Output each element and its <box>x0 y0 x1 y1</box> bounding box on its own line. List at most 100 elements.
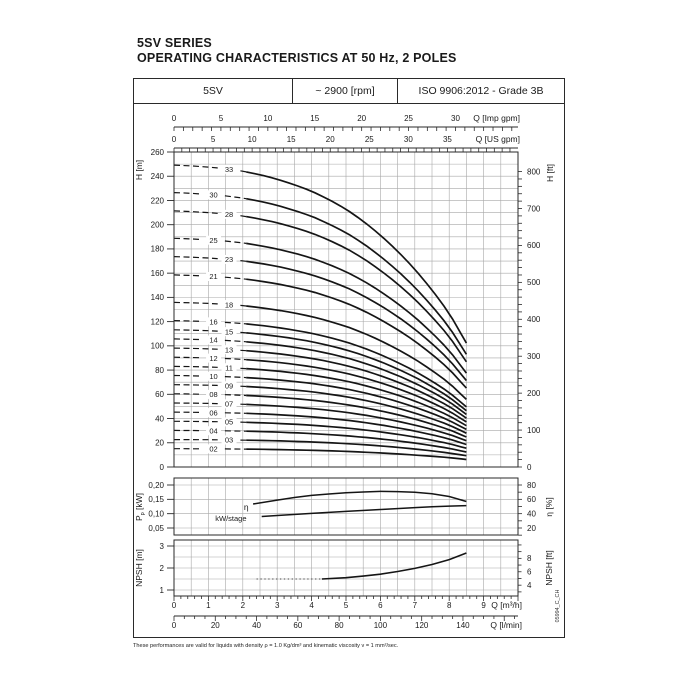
svg-text:500: 500 <box>527 278 541 287</box>
head-y-right: 0 100 200 300 400 500 600 700 800 H [ft] <box>518 164 555 472</box>
head-y-left: 0 20 40 60 80 100 120 140 160 180 200 220 240 260 H [m… <box>134 148 174 472</box>
svg-text:30: 30 <box>451 114 460 123</box>
svg-text:H [m]: H [m] <box>134 160 144 180</box>
svg-text:300: 300 <box>527 352 541 361</box>
stage-curve-11: 11 <box>173 363 467 427</box>
stage-curve-02: 02 <box>174 444 467 461</box>
svg-text:100: 100 <box>374 621 388 630</box>
svg-text:60: 60 <box>527 495 536 504</box>
svg-text:200: 200 <box>527 389 541 398</box>
svg-text:0: 0 <box>172 135 177 144</box>
svg-text:15: 15 <box>287 135 296 144</box>
svg-text:05: 05 <box>225 418 233 427</box>
pump-speed: ~ 2900 [rpm] <box>293 79 398 103</box>
title-block: 5SV SERIES OPERATING CHARACTERISTICS AT … <box>137 36 457 66</box>
svg-text:240: 240 <box>151 172 165 181</box>
svg-text:0: 0 <box>172 601 177 610</box>
svg-text:30: 30 <box>404 135 413 144</box>
document-code: 05994_C_CH <box>554 589 560 623</box>
svg-text:0,10: 0,10 <box>148 509 164 518</box>
svg-text:8: 8 <box>447 601 452 610</box>
footnote: These performances are valid for liquids… <box>133 642 399 649</box>
svg-text:10: 10 <box>263 114 272 123</box>
npsh-curves <box>256 552 467 580</box>
svg-text:08: 08 <box>209 390 217 399</box>
stage-curve-30: 30 <box>173 190 468 355</box>
stage-curve-04: 04 <box>173 426 467 453</box>
top-flow-axes: 0 5 10 15 20 25 30 Q [Imp gpm] 0 5 10 15 20 25 30 35 Q [… <box>172 113 520 152</box>
svg-text:700: 700 <box>527 204 541 213</box>
stage-curve-15: 15 <box>173 327 467 412</box>
svg-text:4: 4 <box>309 601 314 610</box>
svg-text:400: 400 <box>527 315 541 324</box>
svg-text:180: 180 <box>151 245 165 254</box>
svg-text:0: 0 <box>172 621 177 630</box>
svg-text:15: 15 <box>225 327 233 336</box>
svg-text:06: 06 <box>209 408 217 417</box>
svg-text:kW/stage: kW/stage <box>215 514 246 523</box>
npsh-y-right: 4 6 8 NPSH [ft] <box>518 544 554 593</box>
stage-curve-21: 21 <box>173 271 468 389</box>
svg-text:20: 20 <box>527 524 536 533</box>
svg-text:20: 20 <box>211 621 220 630</box>
svg-text:25: 25 <box>365 135 374 144</box>
pump-model: 5SV <box>134 79 293 103</box>
stage-curve-14: 14 <box>173 335 467 416</box>
stage-curve-07: 07 <box>173 399 467 442</box>
svg-text:Q [Imp gpm]: Q [Imp gpm] <box>473 113 520 123</box>
svg-text:NPSH [ft]: NPSH [ft] <box>544 550 554 585</box>
stage-curve-05: 05 <box>174 417 467 450</box>
stage-curve-18: 18 <box>173 300 467 401</box>
svg-text:30: 30 <box>209 191 217 200</box>
stage-curve-28: 28 <box>173 209 468 363</box>
svg-text:03: 03 <box>225 436 233 445</box>
svg-text:11: 11 <box>225 363 233 372</box>
svg-text:120: 120 <box>415 621 429 630</box>
svg-text:140: 140 <box>151 293 165 302</box>
svg-text:0: 0 <box>527 463 532 472</box>
svg-text:Pp [kW]: Pp [kW] <box>134 493 146 521</box>
svg-text:12: 12 <box>209 354 217 363</box>
svg-text:23: 23 <box>225 255 233 264</box>
svg-text:0: 0 <box>160 463 165 472</box>
svg-text:13: 13 <box>225 345 233 354</box>
svg-text:140: 140 <box>456 621 470 630</box>
svg-text:8: 8 <box>527 554 532 563</box>
svg-text:15: 15 <box>310 114 319 123</box>
stage-curves: 33 30 28 25 23 21 18 16 15 14 13 12 11 10 09 08 07 06 05 04… <box>173 164 468 461</box>
stage-curve-09: 09 <box>173 381 467 434</box>
svg-text:Q [m³/h]: Q [m³/h] <box>491 600 522 610</box>
stage-curve-06: 06 <box>173 408 467 446</box>
bottom-flow-axes: 0 1 2 3 4 5 6 7 8 9 Q [m³/h] 0 20 40 60 80 100 120 140 Q [l… <box>172 596 522 630</box>
stage-curve-08: 08 <box>173 389 467 438</box>
svg-text:H [ft]: H [ft] <box>545 164 555 182</box>
svg-text:9: 9 <box>481 601 486 610</box>
svg-text:10: 10 <box>248 135 257 144</box>
svg-text:0,05: 0,05 <box>148 524 164 533</box>
chart-frame <box>133 78 565 638</box>
svg-text:120: 120 <box>151 317 165 326</box>
svg-text:80: 80 <box>527 481 536 490</box>
subtitle: OPERATING CHARACTERISTICS AT 50 Hz, 2 PO… <box>137 51 457 65</box>
series-title: 5SV SERIES <box>137 36 212 50</box>
svg-text:25: 25 <box>209 236 217 245</box>
svg-text:5: 5 <box>344 601 349 610</box>
svg-text:160: 160 <box>151 269 165 278</box>
svg-text:7: 7 <box>413 601 418 610</box>
svg-text:800: 800 <box>527 167 541 176</box>
svg-text:80: 80 <box>155 366 164 375</box>
svg-text:100: 100 <box>151 342 165 351</box>
svg-text:28: 28 <box>225 210 233 219</box>
svg-text:40: 40 <box>252 621 261 630</box>
svg-text:09: 09 <box>225 381 233 390</box>
svg-text:25: 25 <box>404 114 413 123</box>
svg-text:η: η <box>244 502 249 512</box>
svg-text:10: 10 <box>209 372 217 381</box>
svg-text:4: 4 <box>527 581 532 590</box>
svg-text:60: 60 <box>155 390 164 399</box>
svg-text:Q [US gpm]: Q [US gpm] <box>476 134 520 144</box>
stage-curve-03: 03 <box>174 435 467 457</box>
svg-text:14: 14 <box>209 336 217 345</box>
svg-text:0,15: 0,15 <box>148 495 164 504</box>
